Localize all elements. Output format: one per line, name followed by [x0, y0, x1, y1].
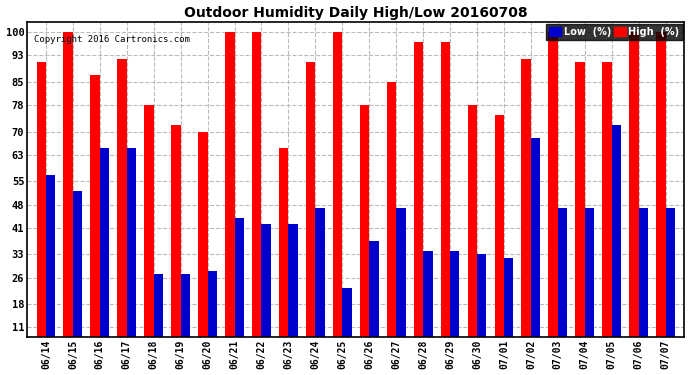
Bar [612, 125, 621, 364]
Bar [279, 148, 288, 364]
Bar [414, 42, 423, 364]
Bar [549, 32, 558, 364]
Bar [639, 208, 648, 364]
Bar [46, 175, 55, 364]
Bar [171, 125, 181, 364]
Bar [181, 274, 190, 364]
Bar [423, 251, 433, 364]
Title: Outdoor Humidity Daily High/Low 20160708: Outdoor Humidity Daily High/Low 20160708 [184, 6, 528, 20]
Bar [262, 225, 271, 364]
Bar [208, 271, 217, 364]
Bar [629, 32, 639, 364]
Bar [369, 241, 379, 364]
Bar [522, 58, 531, 364]
Bar [531, 138, 540, 364]
Bar [306, 62, 315, 364]
Bar [63, 32, 73, 364]
Bar [387, 82, 396, 364]
Bar [666, 208, 675, 364]
Bar [656, 32, 666, 364]
Bar [288, 225, 298, 364]
Bar [342, 288, 352, 364]
Bar [450, 251, 460, 364]
Bar [225, 32, 235, 364]
Bar [333, 32, 342, 364]
Bar [575, 62, 584, 364]
Bar [315, 208, 325, 364]
Bar [235, 218, 244, 364]
Bar [198, 132, 208, 364]
Bar [558, 208, 567, 364]
Bar [73, 191, 82, 364]
Bar [495, 115, 504, 364]
Bar [37, 62, 46, 364]
Bar [100, 148, 109, 364]
Bar [584, 208, 594, 364]
Bar [127, 148, 136, 364]
Text: Copyright 2016 Cartronics.com: Copyright 2016 Cartronics.com [34, 35, 190, 44]
Bar [90, 75, 100, 364]
Bar [477, 254, 486, 364]
Bar [396, 208, 406, 364]
Bar [441, 42, 450, 364]
Bar [154, 274, 163, 364]
Bar [359, 105, 369, 364]
Legend: Low  (%), High  (%): Low (%), High (%) [546, 24, 682, 40]
Bar [144, 105, 154, 364]
Bar [252, 32, 262, 364]
Bar [468, 105, 477, 364]
Bar [504, 258, 513, 364]
Bar [117, 58, 127, 364]
Bar [602, 62, 612, 364]
